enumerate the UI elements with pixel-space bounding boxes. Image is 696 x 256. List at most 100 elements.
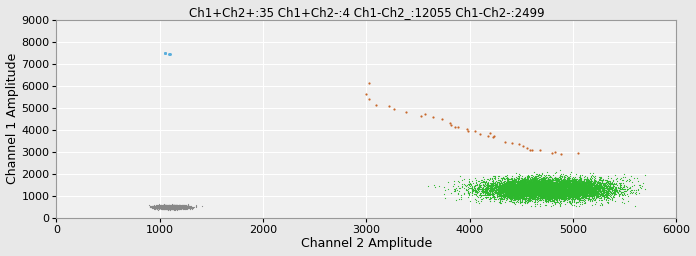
Point	[601, 193, 612, 197]
Point	[553, 184, 564, 188]
Point	[543, 184, 554, 188]
Point	[579, 187, 590, 191]
Point	[537, 187, 548, 191]
Point	[542, 185, 553, 189]
Point	[552, 190, 563, 194]
Point	[535, 191, 546, 195]
Point	[589, 183, 600, 187]
Point	[159, 205, 170, 209]
Point	[546, 190, 557, 195]
Point	[559, 180, 570, 184]
Point	[519, 185, 530, 189]
Point	[545, 192, 556, 196]
Point	[619, 189, 630, 193]
Point	[533, 189, 544, 193]
Point	[535, 186, 546, 190]
Point	[173, 205, 184, 209]
Point	[545, 189, 556, 194]
Point	[162, 204, 173, 208]
Point	[570, 181, 581, 185]
Point	[537, 191, 548, 196]
Point	[551, 185, 562, 189]
Point	[571, 186, 582, 190]
Point	[541, 192, 553, 196]
Point	[539, 190, 550, 194]
Point	[559, 183, 570, 187]
Point	[596, 182, 607, 186]
Point	[535, 190, 546, 194]
Point	[563, 188, 574, 192]
Point	[361, 92, 372, 96]
Point	[512, 192, 523, 196]
Point	[557, 189, 568, 193]
Point	[564, 188, 575, 192]
Point	[535, 194, 546, 198]
Point	[171, 202, 182, 207]
Point	[170, 205, 181, 209]
Point	[548, 184, 559, 188]
Point	[164, 206, 175, 210]
Point	[594, 183, 605, 187]
Point	[539, 187, 551, 191]
Point	[165, 206, 176, 210]
Point	[575, 184, 586, 188]
Point	[554, 190, 565, 195]
Point	[496, 181, 507, 185]
Point	[572, 189, 583, 194]
Point	[527, 189, 538, 193]
Point	[505, 186, 516, 190]
Point	[505, 191, 516, 195]
Point	[166, 205, 177, 209]
Point	[490, 186, 501, 190]
Point	[603, 200, 614, 204]
Point	[574, 188, 585, 192]
Point	[546, 189, 557, 194]
Point	[564, 181, 576, 185]
Point	[166, 205, 177, 209]
Point	[551, 182, 562, 186]
Point	[535, 187, 546, 191]
Point	[477, 180, 489, 184]
Point	[563, 176, 574, 180]
Point	[532, 184, 544, 188]
Point	[164, 205, 175, 209]
Point	[157, 205, 168, 209]
Point	[511, 191, 522, 195]
Point	[155, 204, 166, 208]
Point	[550, 190, 561, 194]
Point	[543, 185, 554, 189]
Point	[546, 188, 557, 192]
Point	[555, 189, 566, 193]
Point	[573, 183, 584, 187]
Point	[158, 205, 169, 209]
Point	[491, 190, 503, 194]
Point	[170, 205, 181, 209]
Point	[572, 189, 583, 194]
Point	[501, 188, 512, 192]
Point	[571, 185, 583, 189]
Point	[167, 204, 178, 208]
Point	[566, 197, 577, 201]
Point	[174, 204, 185, 208]
Point	[586, 189, 597, 193]
Point	[593, 183, 604, 187]
Point	[521, 180, 532, 184]
Point	[177, 206, 188, 210]
Point	[582, 187, 593, 191]
Point	[533, 184, 544, 188]
Point	[624, 186, 635, 190]
Point	[514, 184, 525, 188]
Point	[572, 186, 583, 190]
Point	[540, 191, 551, 195]
Point	[513, 191, 524, 195]
Point	[563, 186, 574, 190]
Point	[572, 180, 583, 185]
Point	[571, 194, 583, 198]
Point	[536, 185, 547, 189]
Point	[551, 194, 562, 198]
Point	[161, 206, 173, 210]
Point	[547, 188, 558, 192]
Point	[482, 185, 493, 189]
Point	[538, 180, 549, 184]
Point	[517, 193, 528, 197]
